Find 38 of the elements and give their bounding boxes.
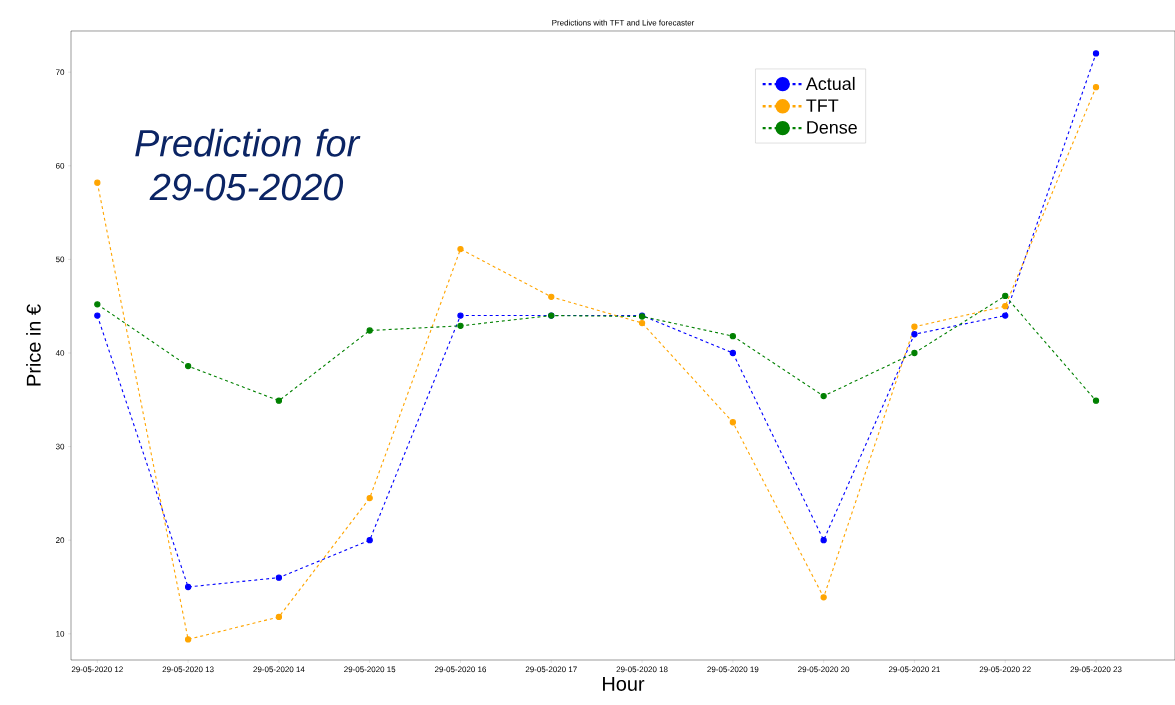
point <box>184 362 192 370</box>
point <box>1092 397 1100 404</box>
point <box>275 397 283 404</box>
point <box>94 179 101 186</box>
point <box>911 349 918 357</box>
point <box>911 323 918 330</box>
point <box>820 392 827 400</box>
point <box>1002 292 1009 300</box>
point <box>820 537 827 544</box>
point <box>184 636 192 643</box>
point <box>729 419 736 426</box>
point <box>275 613 283 621</box>
y-axis-title: Price in € <box>26 304 41 386</box>
point <box>366 537 373 544</box>
point <box>457 245 464 253</box>
point <box>729 349 736 357</box>
point <box>1092 50 1100 57</box>
point <box>548 293 555 300</box>
point <box>1092 84 1100 91</box>
point <box>1002 312 1009 319</box>
legend-label: Actual <box>805 76 855 91</box>
point <box>275 574 283 581</box>
annotation: Prediction for 29-05-2020 <box>135 128 361 201</box>
point <box>366 494 373 502</box>
point <box>366 327 373 334</box>
point <box>184 583 192 591</box>
point <box>911 331 918 338</box>
point <box>1002 303 1009 310</box>
legend-label: TFT <box>806 99 839 112</box>
point <box>94 301 101 308</box>
point <box>820 594 827 601</box>
legend-label: Dense <box>807 121 857 134</box>
point <box>457 322 464 329</box>
x-axis-title: Hour <box>603 677 645 691</box>
point <box>94 312 101 319</box>
point <box>457 312 464 319</box>
point <box>729 332 736 340</box>
point <box>638 319 646 327</box>
